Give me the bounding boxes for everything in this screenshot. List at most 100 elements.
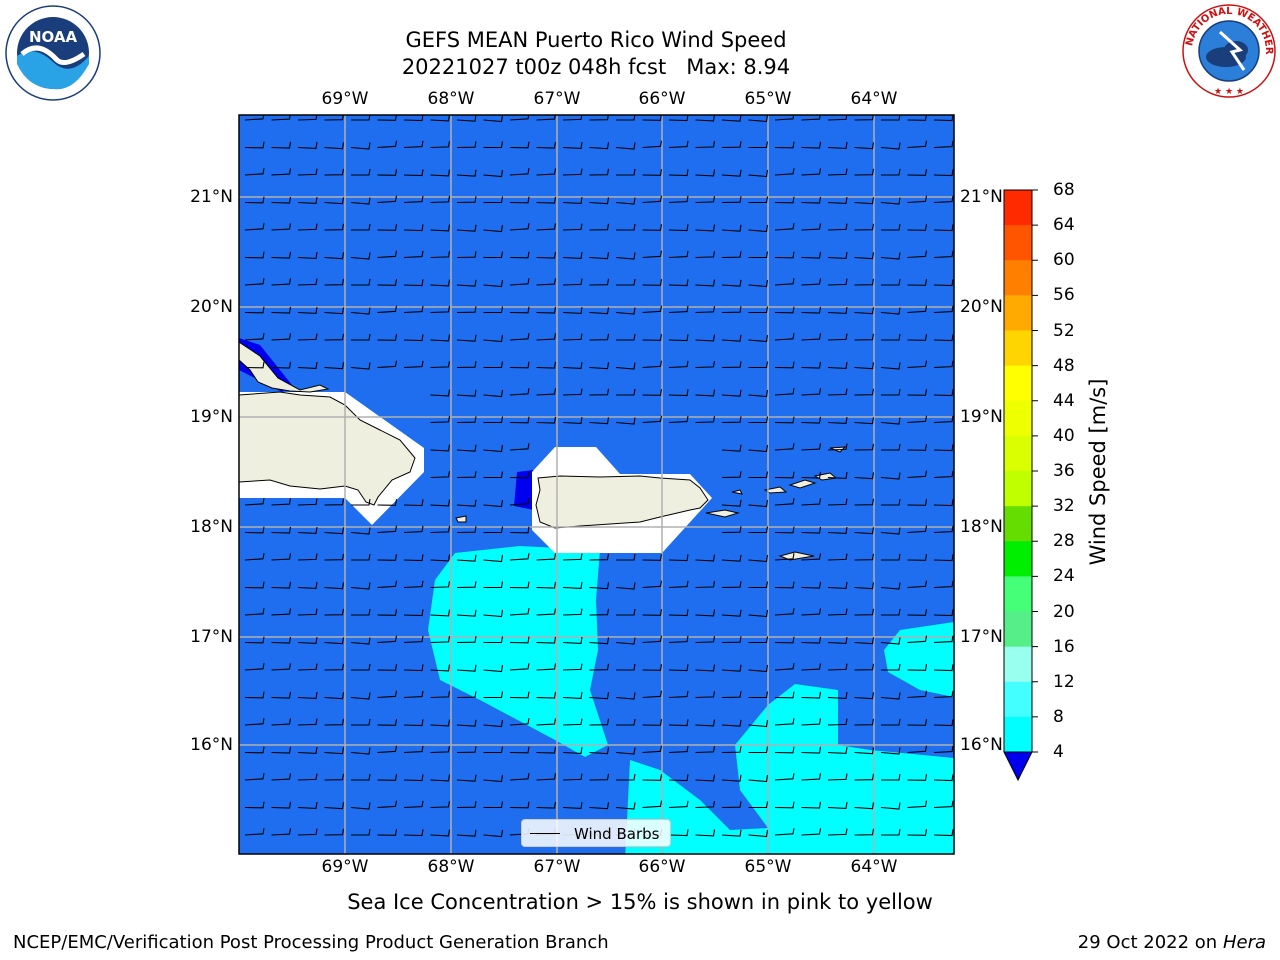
wind-barb [721, 719, 742, 727]
wind-barb [854, 333, 875, 341]
colorbar-tick-label: 56 [1053, 285, 1075, 306]
wind-barb [907, 444, 928, 451]
footer-machine: Hera [1222, 932, 1266, 953]
lat-tick-label: 19°N [190, 407, 233, 427]
wind-barb [695, 416, 716, 424]
legend-label: Wind Barbs [574, 825, 660, 843]
wind-barb [721, 499, 742, 507]
wind-barb [377, 334, 398, 341]
wind-barb [881, 168, 901, 176]
wind-barb [589, 718, 610, 726]
wind-barb [827, 498, 848, 506]
wind-barb [616, 773, 636, 781]
wind-barb [881, 663, 901, 671]
wind-barb [827, 828, 848, 836]
wind-barb [933, 580, 954, 589]
wind-barb [721, 334, 742, 342]
wind-barb [297, 608, 318, 616]
wind-barb [536, 361, 557, 369]
wind-barb [403, 305, 424, 314]
wind-barb [933, 800, 954, 809]
wind-barb [748, 691, 769, 699]
wind-barb [615, 747, 636, 755]
wind-barb [880, 142, 901, 150]
wind-barb [721, 801, 742, 809]
wind-barb [324, 747, 345, 755]
wind-barb [881, 333, 901, 341]
wind-barb [907, 305, 928, 314]
wind-barb [748, 664, 769, 673]
wind-barb [907, 664, 928, 671]
wind-barb [721, 444, 742, 452]
wind-barb [536, 801, 557, 809]
wind-barb [483, 636, 504, 644]
wind-barb [774, 526, 795, 534]
wind-barb [589, 582, 610, 590]
wind-barb [668, 580, 689, 589]
wind-barb [244, 526, 265, 534]
wind-barb [827, 142, 848, 149]
wind-barb [456, 224, 477, 232]
wind-barb [801, 828, 822, 836]
wind-barb [721, 361, 742, 369]
wind-barb [271, 196, 292, 204]
wind-barb [456, 526, 477, 534]
wind-barb [589, 115, 609, 121]
wind-barb [933, 224, 954, 232]
wind-barb [509, 196, 530, 204]
wind-barb [483, 499, 504, 508]
wind-barb [933, 360, 954, 369]
lon-tick-label: 68°W [427, 89, 475, 109]
wind-barb [509, 553, 530, 561]
wind-barb [615, 637, 636, 645]
wind-barb [589, 417, 610, 425]
wind-barb [933, 334, 954, 342]
wind-barb [854, 278, 875, 286]
wind-barb [297, 527, 318, 534]
colorbar-band [1004, 225, 1032, 261]
wind-barb [456, 664, 477, 672]
wind-barb [589, 168, 610, 176]
wind-barb [827, 307, 848, 314]
wind-barb [430, 334, 451, 342]
wind-barb [509, 773, 530, 781]
wind-barb [695, 774, 716, 782]
wind-barb [456, 416, 477, 424]
wind-barb [589, 252, 610, 260]
wind-barb [589, 692, 610, 700]
wind-barb [244, 801, 265, 809]
wind-barb [721, 196, 742, 204]
wind-barb [324, 115, 344, 121]
wind-barb [324, 608, 345, 616]
wind-barb [456, 279, 477, 287]
wind-barb [456, 581, 477, 589]
wind-barb [880, 197, 901, 205]
wind-barb [483, 719, 504, 728]
wind-barb [615, 582, 636, 590]
wind-barb [695, 361, 716, 369]
wind-barb [774, 168, 795, 176]
wind-barb [721, 224, 742, 232]
wind-barb [324, 168, 345, 176]
wind-barb [880, 527, 901, 535]
wind-barb [456, 306, 477, 314]
wind-barb [615, 307, 636, 315]
colorbar-band [1004, 576, 1032, 612]
wind-barb [748, 251, 769, 259]
wind-barb [827, 527, 848, 534]
colorbar-tick-label: 24 [1053, 566, 1075, 587]
wind-barb [880, 692, 901, 700]
wind-barb [933, 115, 954, 122]
svg-text:★ ★ ★: ★ ★ ★ [1214, 87, 1244, 97]
wind-barb [271, 608, 292, 616]
wind-barb [933, 719, 954, 727]
wind-barb [589, 278, 610, 286]
wind-barb [881, 115, 901, 121]
wind-barb [324, 498, 345, 506]
wind-barb [854, 692, 875, 700]
wind-barb [695, 115, 715, 122]
wind-barb [430, 169, 451, 177]
wind-barb [536, 333, 557, 341]
wind-barb [324, 663, 345, 671]
land-puerto-rico [535, 475, 709, 529]
